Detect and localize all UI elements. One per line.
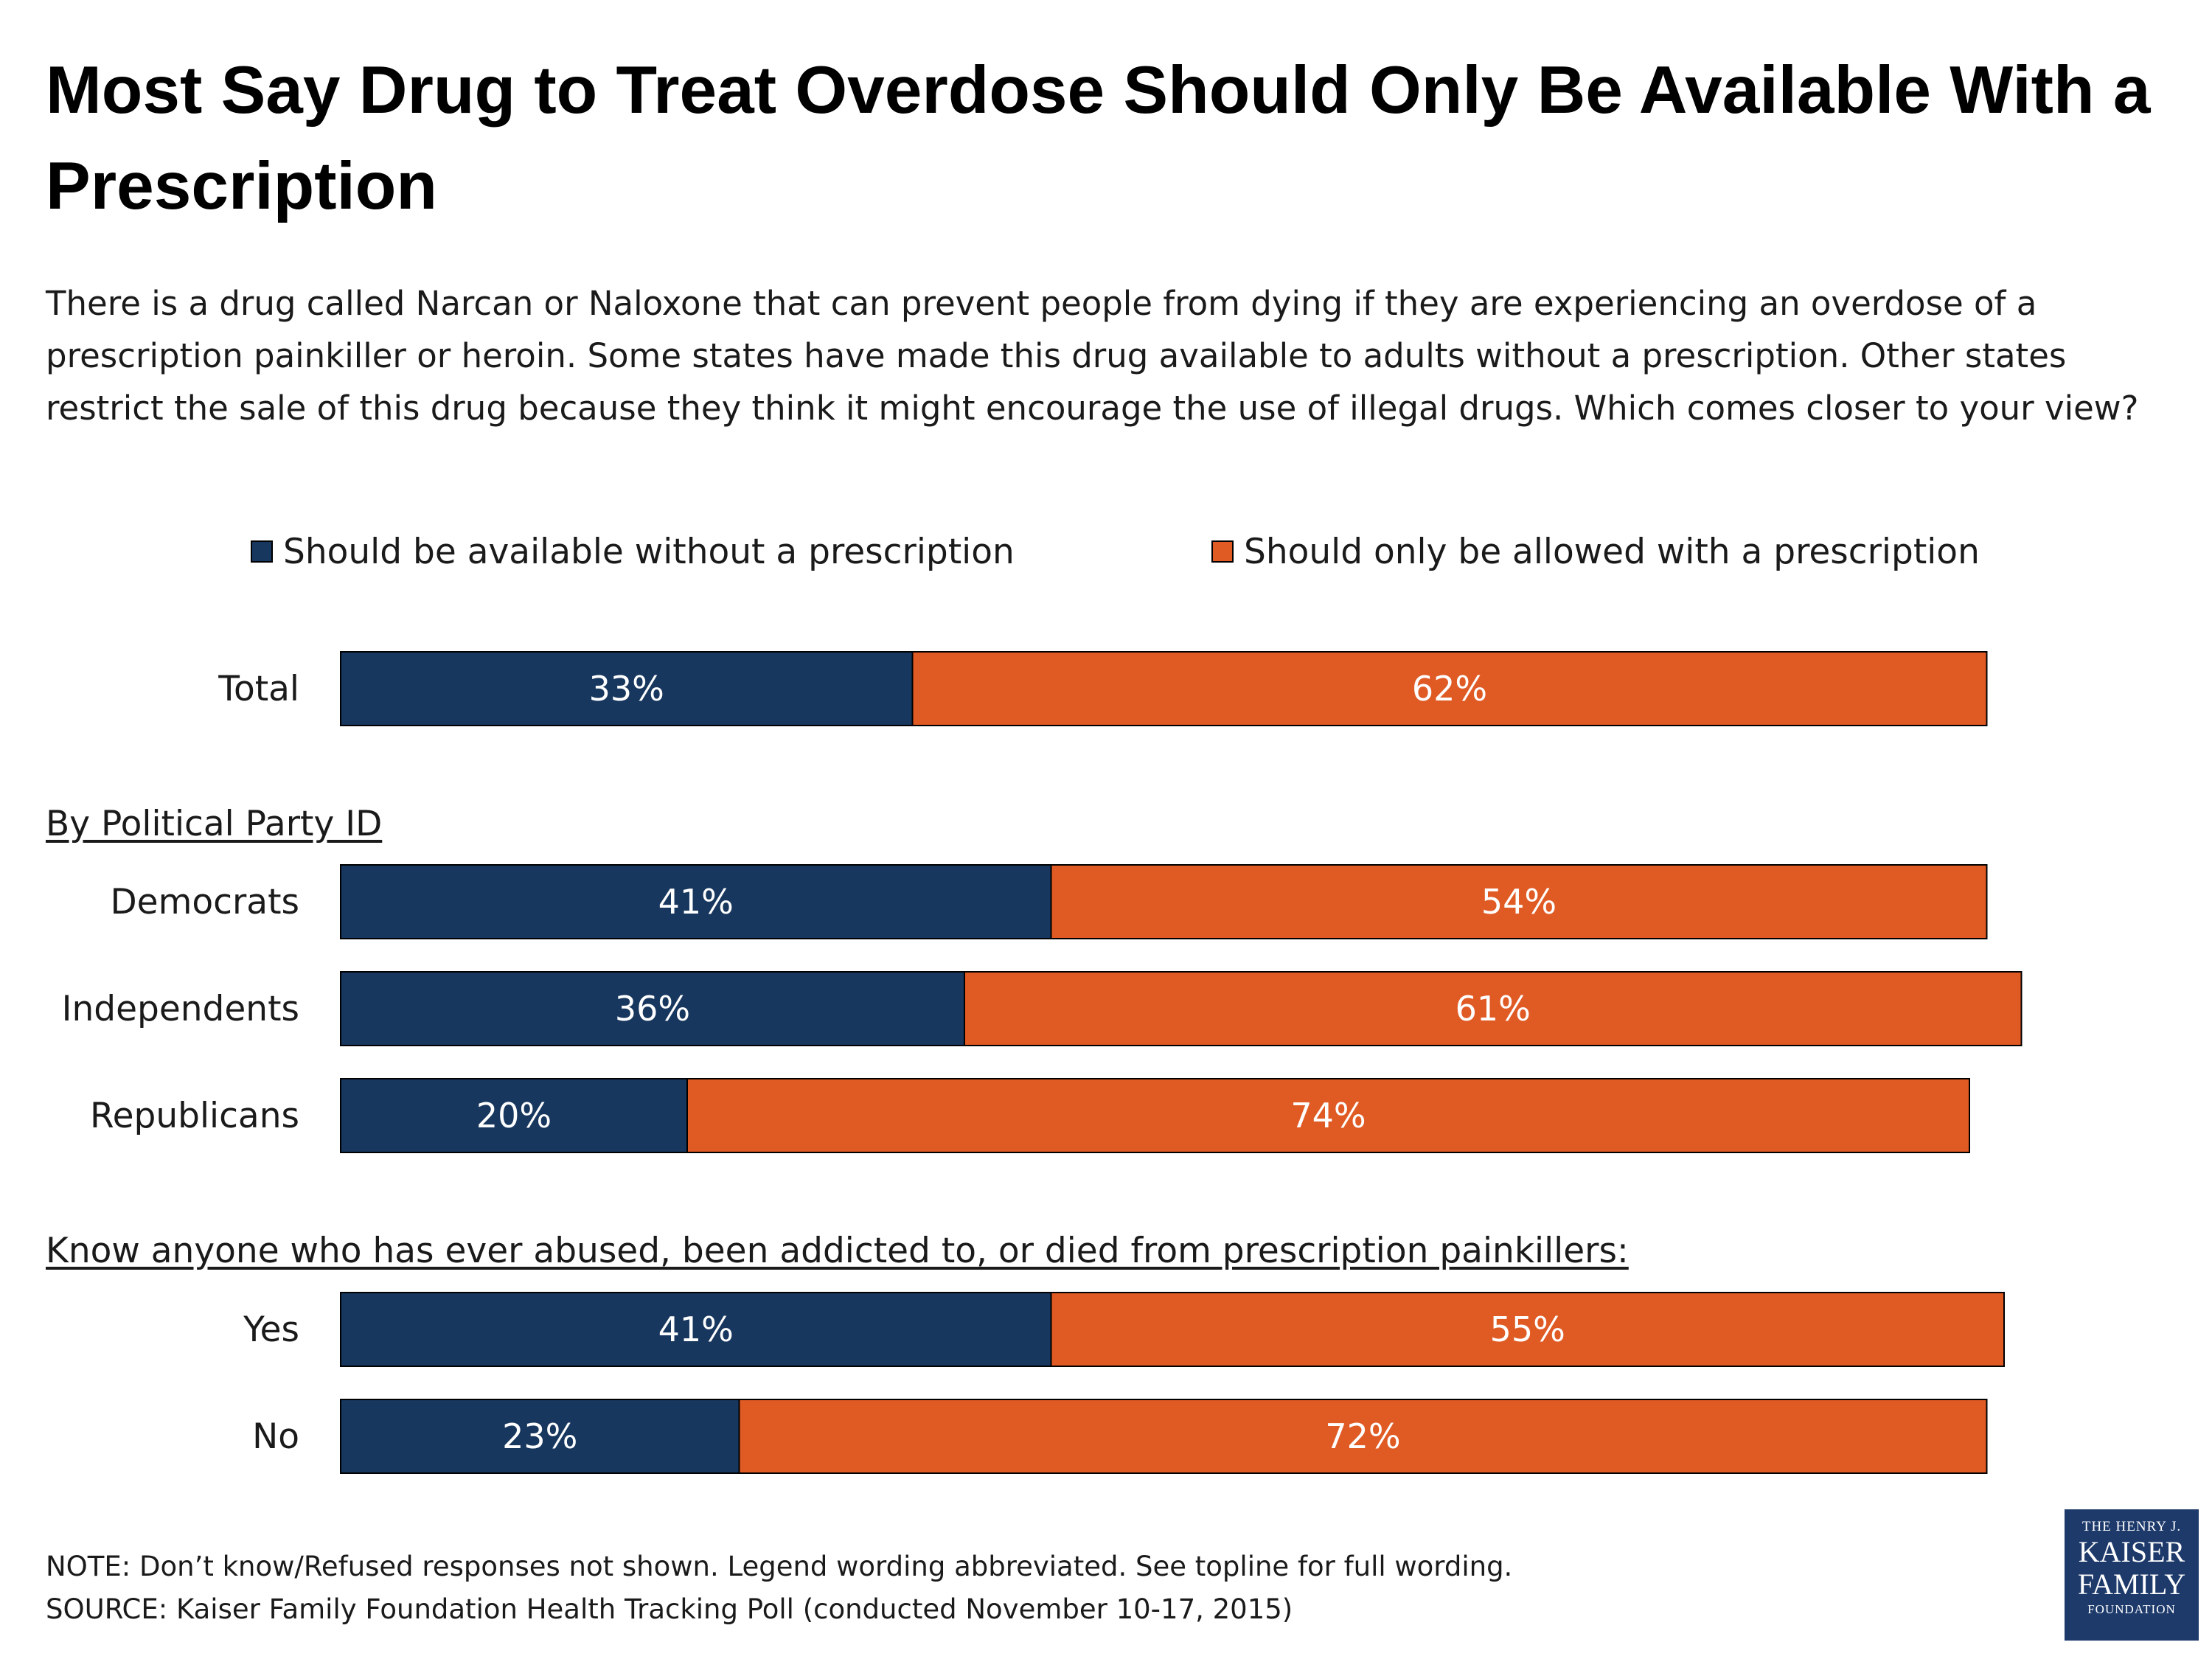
bar-democrats-series2 xyxy=(1050,864,1988,939)
bar-yes-series2 xyxy=(1050,1292,2005,1367)
kff-logo: THE HENRY J. KAISER FAMILY FOUNDATION xyxy=(2065,1509,2199,1641)
legend-item-series2: Should only be allowed with a prescripti… xyxy=(1211,528,1980,575)
bar-yes-series1 xyxy=(340,1292,1052,1367)
bar-total-series2 xyxy=(911,651,1988,726)
bar-republicans-series1 xyxy=(340,1078,688,1153)
bar-label-total-series2: 62% xyxy=(1412,669,1487,709)
chart-subtitle: There is a drug called Narcan or Naloxon… xyxy=(46,284,2139,428)
notes-block: NOTE: Don’t know/Refused responses not s… xyxy=(46,1545,1512,1631)
legend-label-series1: Should be available without a prescripti… xyxy=(283,531,1015,572)
bar-label-total-series1: 33% xyxy=(589,669,664,709)
legend-item-series1: Should be available without a prescripti… xyxy=(251,528,1015,575)
bar-label-independents-series1: 36% xyxy=(615,989,690,1029)
bar-total-series1 xyxy=(340,651,914,726)
legend-swatch-series1 xyxy=(251,540,273,563)
chart-title: Most Say Drug to Treat Overdose Should O… xyxy=(46,53,2151,223)
bar-label-yes-series1: 41% xyxy=(658,1310,734,1349)
logo-line-3: FAMILY xyxy=(2077,1568,2186,1601)
category-label-total: Total xyxy=(218,669,299,709)
legend-label-series2: Should only be allowed with a prescripti… xyxy=(1244,531,1980,572)
note-text: NOTE: Don’t know/Refused responses not s… xyxy=(46,1551,1513,1582)
logo-line-4: FOUNDATION xyxy=(2087,1602,2176,1616)
section-label-party: By Political Party ID xyxy=(46,804,383,844)
bar-no-series2 xyxy=(738,1399,1988,1474)
bar-label-no-series2: 72% xyxy=(1325,1416,1400,1456)
bar-label-no-series1: 23% xyxy=(502,1416,577,1456)
bar-independents-series1 xyxy=(340,971,965,1046)
bar-label-democrats-series1: 41% xyxy=(658,882,734,922)
category-label-yes: Yes xyxy=(243,1310,299,1350)
bar-no-series1 xyxy=(340,1399,740,1474)
bar-label-democrats-series2: 54% xyxy=(1481,882,1557,922)
category-label-republicans: Republicans xyxy=(90,1096,299,1136)
legend-swatch-series2 xyxy=(1211,540,1234,563)
logo-line-2: KAISER xyxy=(2078,1535,2185,1568)
bar-democrats-series1 xyxy=(340,864,1052,939)
bar-label-independents-series2: 61% xyxy=(1455,989,1531,1029)
source-text: SOURCE: Kaiser Family Foundation Health … xyxy=(46,1593,1293,1625)
category-label-no: No xyxy=(252,1416,299,1457)
bar-label-yes-series2: 55% xyxy=(1490,1310,1565,1349)
category-label-democrats: Democrats xyxy=(110,882,299,922)
logo-line-1: THE HENRY J. xyxy=(2081,1519,2182,1534)
bar-label-republicans-series1: 20% xyxy=(476,1096,552,1135)
bar-republicans-series2 xyxy=(686,1078,1970,1153)
category-label-independents: Independents xyxy=(62,989,299,1029)
bar-independents-series2 xyxy=(964,971,2023,1046)
section-label-know: Know anyone who has ever abused, been ad… xyxy=(46,1231,1629,1271)
bar-label-republicans-series2: 74% xyxy=(1290,1096,1366,1135)
